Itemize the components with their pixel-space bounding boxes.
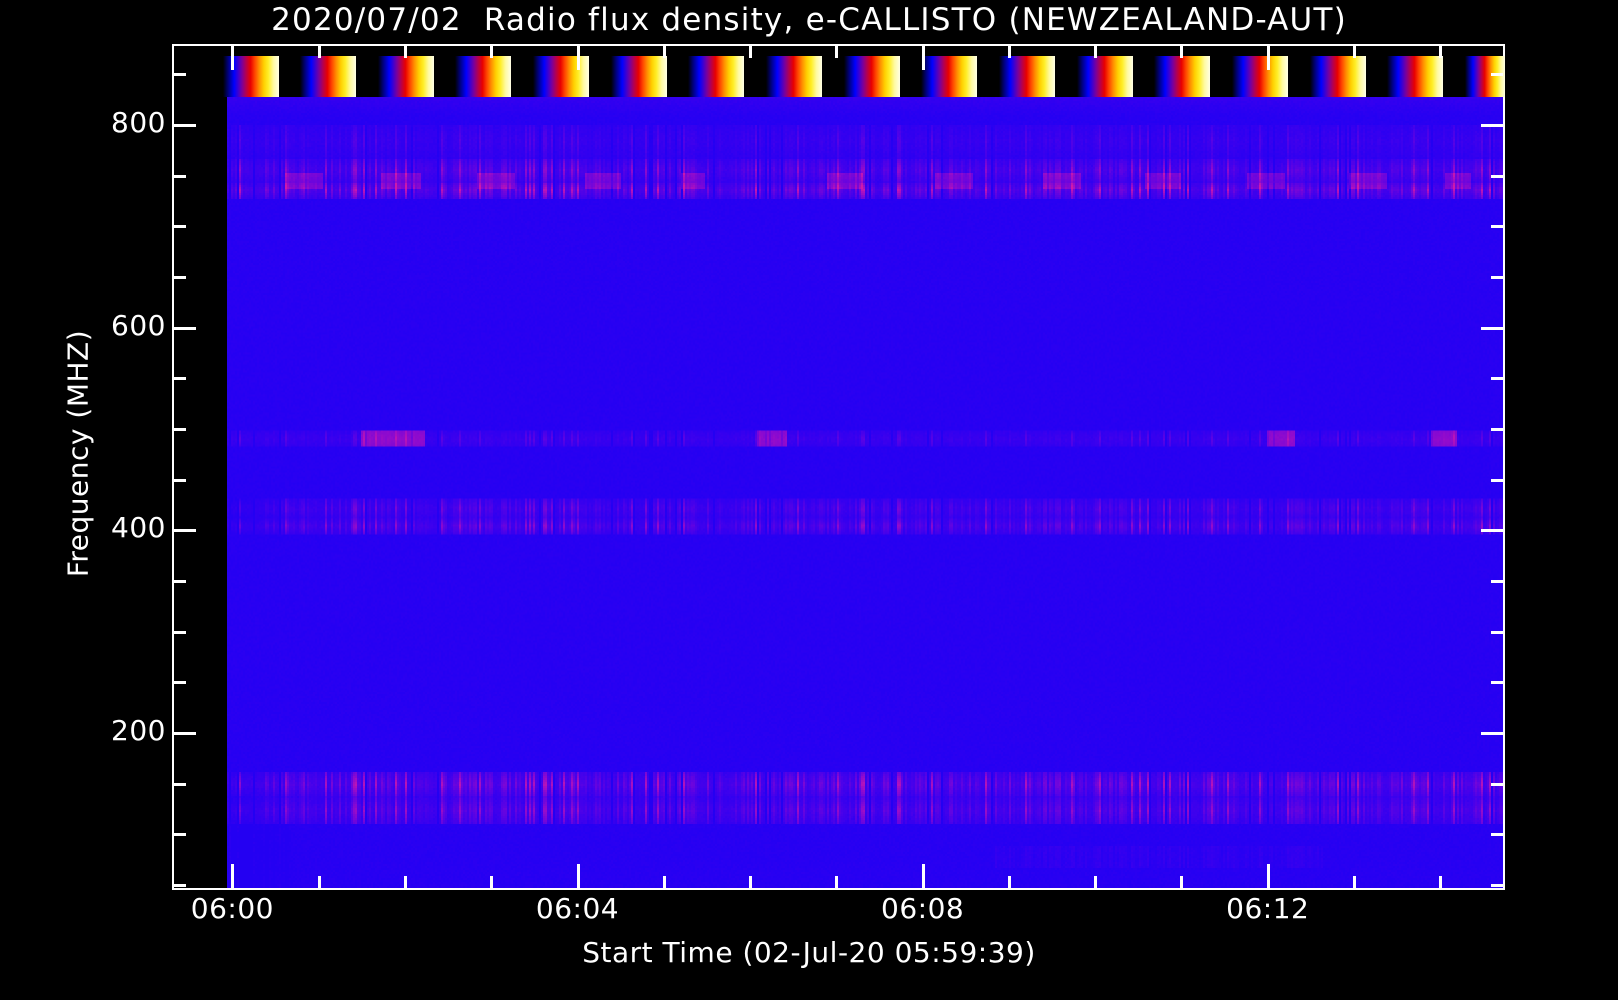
y-tick-minor [174, 377, 186, 381]
x-tick-minor-top [317, 46, 321, 58]
y-tick-minor [174, 428, 186, 431]
x-tick-minor-top [1094, 46, 1098, 58]
y-tick-minor [174, 883, 186, 887]
y-tick-label: 800 [111, 106, 166, 140]
y-tick-minor-right [1491, 579, 1503, 583]
y-tick-minor [174, 225, 186, 229]
y-tick-minor [174, 579, 186, 583]
y-tick-minor [174, 681, 186, 685]
x-tick-major [231, 864, 235, 888]
calibration-burst [843, 56, 900, 97]
spectrogram-canvas [227, 97, 1503, 888]
y-tick-minor-right [1491, 428, 1503, 431]
y-tick-label: 600 [111, 308, 166, 342]
calibration-burst [999, 56, 1056, 97]
calibration-burst [1154, 56, 1211, 97]
x-tick-minor-top [1180, 46, 1184, 58]
y-tick-minor-right [1491, 377, 1503, 381]
y-tick-minor-right [1491, 225, 1503, 229]
y-tick-label: 400 [111, 511, 166, 545]
y-tick-minor-right [1491, 478, 1503, 482]
y-tick-major [174, 124, 196, 128]
x-axis-title: Start Time (02-Jul-20 05:59:39) [582, 936, 1036, 969]
y-tick-major [174, 326, 196, 330]
y-tick-major-right [1481, 731, 1503, 735]
x-tick-minor [1353, 876, 1356, 888]
y-tick-minor-right [1491, 174, 1503, 178]
x-tick-major [576, 864, 580, 888]
x-tick-minor [1180, 876, 1184, 888]
y-tick-major [174, 731, 196, 735]
calibration-burst [688, 56, 745, 97]
y-tick-minor-right [1491, 681, 1503, 685]
x-tick-minor [1007, 876, 1011, 888]
y-tick-minor [174, 478, 186, 482]
y-tick-label: 200 [111, 713, 166, 747]
y-tick-minor [174, 174, 186, 178]
y-tick-minor-right [1491, 833, 1503, 837]
y-tick-minor-right [1491, 630, 1503, 634]
x-tick-minor-top [403, 46, 407, 58]
x-tick-minor [749, 876, 753, 888]
calibration-burst [1464, 56, 1505, 97]
x-tick-minor [1439, 876, 1443, 888]
x-tick-label: 06:08 [881, 892, 965, 925]
x-tick-major [1266, 864, 1270, 888]
spectrogram-image [227, 97, 1503, 888]
x-tick-minor [662, 876, 666, 888]
y-tick-minor-right [1491, 883, 1503, 887]
x-tick-minor-top [662, 46, 666, 58]
y-tick-minor-right [1491, 73, 1503, 77]
y-tick-major [174, 529, 196, 533]
page-title: 2020/07/02 Radio flux density, e-CALLIST… [271, 2, 1347, 38]
x-tick-label: 06:00 [190, 892, 274, 925]
x-tick-major-top [921, 46, 925, 70]
y-tick-minor [174, 276, 186, 280]
x-tick-minor-top [1439, 46, 1443, 58]
calibration-burst [377, 56, 434, 97]
calibration-burst-strip [172, 56, 1505, 97]
calibration-burst [1231, 56, 1288, 97]
y-tick-minor [174, 782, 186, 786]
x-tick-label: 06:12 [1226, 892, 1310, 925]
y-axis-title: Frequency (MHZ) [61, 329, 95, 578]
x-tick-minor-top [1353, 46, 1356, 58]
x-tick-minor [835, 876, 839, 888]
y-tick-major-right [1481, 326, 1503, 330]
x-tick-label: 06:04 [535, 892, 620, 925]
x-tick-major-top [231, 46, 235, 70]
y-tick-major-right [1481, 529, 1503, 533]
calibration-burst [300, 56, 357, 97]
calibration-burst [610, 56, 667, 97]
x-tick-minor [1094, 876, 1098, 888]
y-tick-minor [174, 833, 186, 837]
x-tick-minor-top [490, 46, 494, 58]
x-tick-major [921, 864, 925, 888]
x-tick-minor-top [749, 46, 753, 58]
x-tick-minor [403, 876, 407, 888]
x-tick-major-top [1266, 46, 1270, 70]
calibration-burst [533, 56, 590, 97]
x-tick-minor-top [835, 46, 839, 58]
calibration-burst [455, 56, 512, 97]
x-tick-minor [317, 876, 321, 888]
y-tick-minor-right [1491, 782, 1503, 786]
y-tick-major-right [1481, 124, 1503, 128]
x-tick-minor [490, 876, 494, 888]
y-tick-minor [174, 73, 186, 77]
calibration-burst [921, 56, 978, 97]
calibration-burst [1309, 56, 1366, 97]
calibration-burst [1076, 56, 1133, 97]
y-tick-minor [174, 630, 186, 634]
x-tick-minor-top [1007, 46, 1011, 58]
calibration-burst [1387, 56, 1444, 97]
y-tick-minor-right [1491, 276, 1503, 280]
calibration-burst [766, 56, 823, 97]
x-tick-major-top [576, 46, 580, 70]
